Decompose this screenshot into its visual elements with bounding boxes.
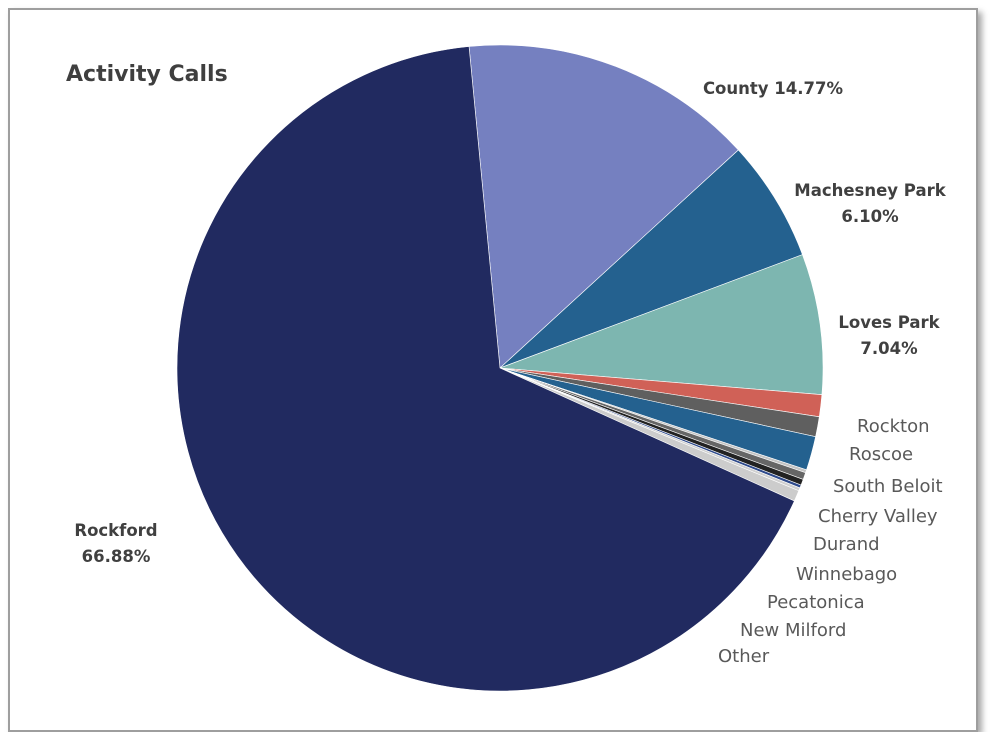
pie-slices bbox=[176, 44, 824, 692]
label-winnebago: Winnebago bbox=[796, 564, 897, 585]
label-loves-park-pct: 7.04% bbox=[860, 339, 918, 358]
label-loves-park-name: Loves Park bbox=[838, 313, 940, 332]
slice-loves-park bbox=[499, 254, 824, 395]
label-roscoe: Roscoe bbox=[849, 444, 913, 465]
label-pecatonica: Pecatonica bbox=[767, 592, 865, 613]
slice-county bbox=[468, 44, 739, 369]
label-rockton: Rockton bbox=[857, 416, 930, 437]
label-new-milford: New Milford bbox=[740, 620, 846, 641]
slice-rockford bbox=[176, 46, 795, 692]
label-cherry-valley: Cherry Valley bbox=[818, 506, 938, 527]
label-other: Other bbox=[718, 646, 770, 667]
label-durand: Durand bbox=[813, 534, 880, 555]
chart-frame: Activity Calls County 14.77% Machesney P… bbox=[8, 8, 978, 732]
label-machesney-park-name: Machesney Park bbox=[794, 181, 946, 200]
label-rockford-name: Rockford bbox=[74, 521, 157, 540]
label-south-beloit: South Beloit bbox=[833, 476, 943, 497]
pie-chart: Activity Calls County 14.77% Machesney P… bbox=[66, 44, 947, 692]
label-county: County 14.77% bbox=[703, 79, 844, 98]
slice-machesney-park bbox=[499, 149, 803, 369]
label-rockford-pct: 66.88% bbox=[82, 547, 151, 566]
chart-title: Activity Calls bbox=[66, 62, 228, 87]
label-machesney-park-pct: 6.10% bbox=[841, 207, 899, 226]
